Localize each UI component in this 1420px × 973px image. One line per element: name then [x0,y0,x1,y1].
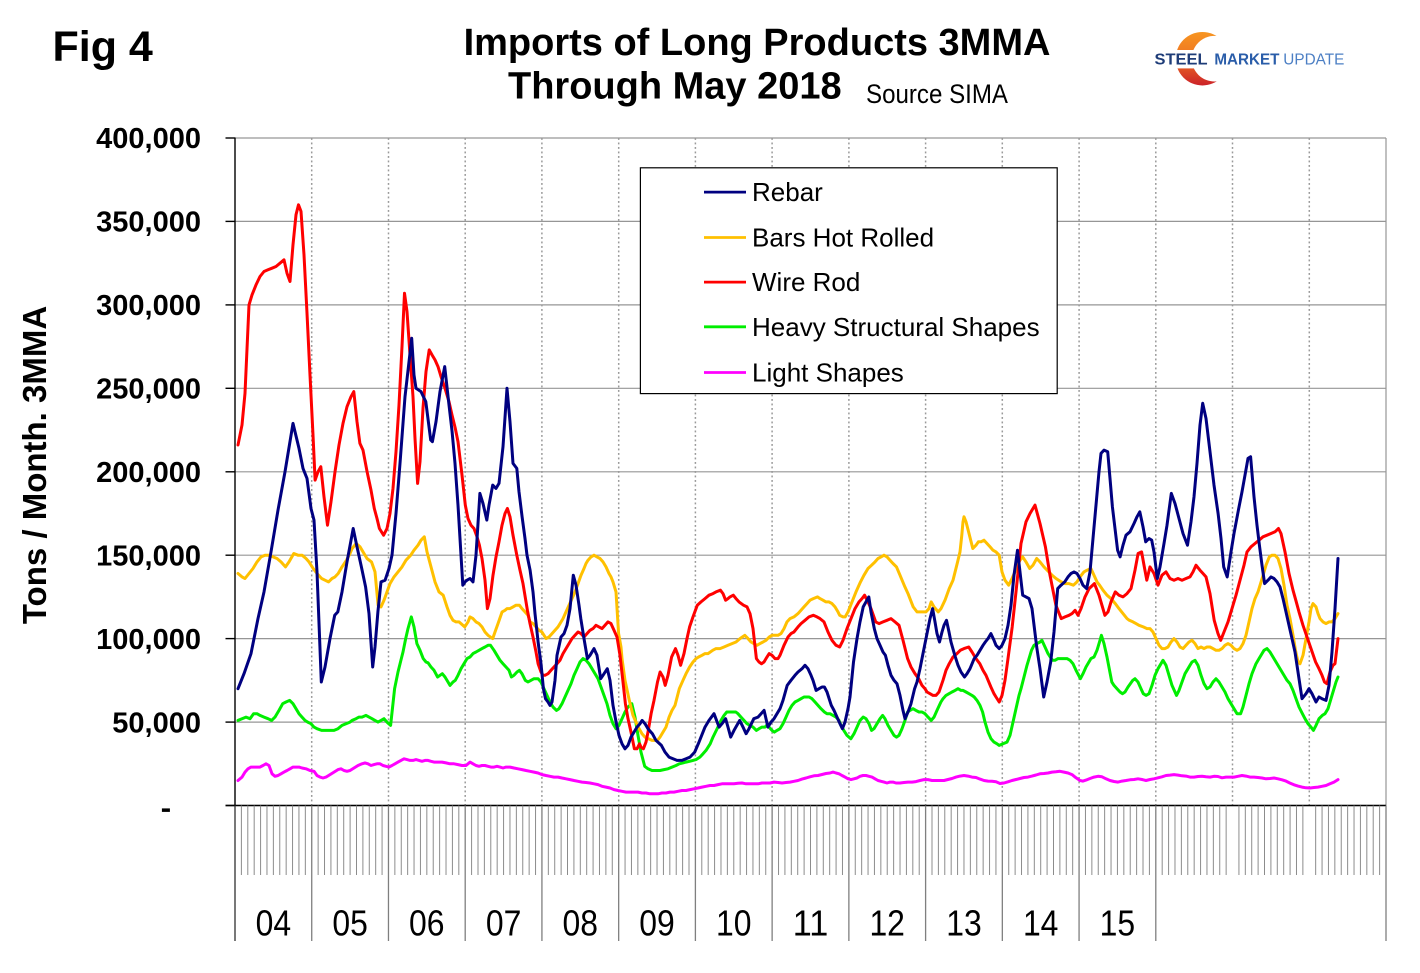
svg-text:14: 14 [1023,903,1059,944]
svg-text:UPDATE: UPDATE [1283,52,1344,69]
svg-text:15: 15 [1100,903,1136,944]
svg-text:400,000: 400,000 [96,123,201,155]
svg-text:50,000: 50,000 [112,707,201,739]
svg-text:150,000: 150,000 [96,540,201,572]
svg-text:11: 11 [793,903,829,944]
svg-text:13: 13 [946,903,982,944]
svg-text:Bars Hot Rolled: Bars Hot Rolled [752,223,934,253]
svg-text:STEEL: STEEL [1155,52,1208,69]
svg-text:300,000: 300,000 [96,290,201,322]
svg-text:MARKET: MARKET [1214,52,1279,69]
svg-text:Wire Rod: Wire Rod [752,267,860,297]
svg-text:08: 08 [563,903,599,944]
svg-text:200,000: 200,000 [96,457,201,489]
svg-text:Fig 4: Fig 4 [53,23,153,71]
svg-text:Light Shapes: Light Shapes [752,358,904,388]
svg-text:07: 07 [486,903,522,944]
svg-text:Source SIMA: Source SIMA [866,79,1008,109]
svg-text:Heavy Structural Shapes: Heavy Structural Shapes [752,312,1040,342]
svg-text:10: 10 [716,903,752,944]
svg-text:Rebar: Rebar [752,177,823,207]
svg-text:250,000: 250,000 [96,374,201,406]
svg-text:12: 12 [869,903,905,944]
svg-text:04: 04 [256,903,292,944]
svg-text:Through May 2018: Through May 2018 [508,66,842,108]
svg-text:100,000: 100,000 [96,624,201,656]
svg-text:350,000: 350,000 [96,207,201,239]
svg-text:Imports of Long Products 3MMA: Imports of Long Products 3MMA [464,22,1051,64]
svg-text:05: 05 [332,903,368,944]
svg-text:09: 09 [639,903,675,944]
svg-text:Tons / Month. 3MMA: Tons / Month. 3MMA [16,306,53,624]
svg-text:06: 06 [409,903,445,944]
